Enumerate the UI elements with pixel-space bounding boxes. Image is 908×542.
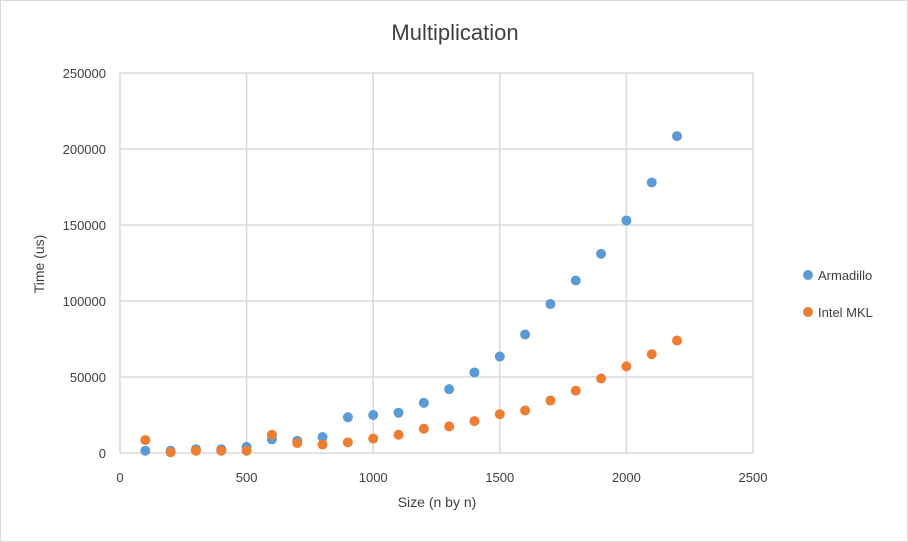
data-point [545, 395, 556, 406]
data-point [368, 410, 379, 420]
legend: Armadillo Intel MKL [803, 268, 873, 320]
data-point [444, 421, 455, 432]
y-tick-label: 250000 [63, 66, 106, 81]
data-point [292, 438, 303, 449]
data-point [469, 367, 480, 378]
y-axis-label: Time (us) [31, 235, 47, 294]
data-point [520, 329, 531, 340]
data-point [545, 299, 556, 310]
data-point [393, 429, 404, 440]
x-tick-label: 500 [236, 470, 258, 485]
y-tick-label: 150000 [63, 218, 106, 233]
data-point [596, 373, 607, 384]
data-point [494, 351, 505, 362]
data-point [241, 445, 252, 456]
y-tick-label: 200000 [63, 142, 106, 157]
y-tick-label: 50000 [70, 370, 106, 385]
data-point [165, 447, 176, 458]
data-point [317, 432, 328, 443]
series-intel-mkl [140, 335, 683, 458]
gridlines [119, 72, 754, 454]
data-point [190, 445, 201, 456]
data-point [393, 407, 404, 418]
data-point [646, 349, 657, 360]
data-point [418, 397, 429, 408]
x-tick-label: 2500 [739, 470, 768, 485]
legend-entry: Intel MKL [818, 305, 873, 320]
legend-entry: Armadillo [818, 268, 872, 283]
data-point [266, 429, 277, 440]
data-point [317, 439, 328, 450]
x-axis-ticks: 0 500 1000 1500 2000 2500 [116, 470, 767, 485]
data-point [646, 177, 657, 188]
data-point [368, 433, 379, 444]
data-point [342, 412, 353, 423]
y-axis-ticks: 0 50000 100000 150000 200000 250000 [63, 66, 106, 461]
x-tick-label: 0 [116, 470, 123, 485]
data-point [140, 445, 151, 456]
chart-title: Multiplication [391, 20, 518, 45]
data-point [494, 409, 505, 420]
data-point [216, 445, 227, 456]
data-point [672, 131, 683, 142]
data-point [672, 335, 683, 346]
series-armadillo [140, 131, 683, 456]
y-tick-label: 100000 [63, 294, 106, 309]
legend-marker [803, 270, 813, 280]
x-axis-label: Size (n by n) [398, 494, 477, 510]
data-point [469, 416, 480, 427]
x-tick-label: 1000 [359, 470, 388, 485]
data-point [621, 215, 632, 226]
data-point [418, 423, 429, 434]
data-points [140, 131, 683, 458]
data-point [621, 361, 632, 372]
data-point [140, 435, 151, 446]
data-point [520, 405, 531, 416]
legend-marker [803, 307, 813, 317]
x-tick-label: 1500 [485, 470, 514, 485]
data-point [342, 437, 353, 448]
data-point [570, 275, 581, 286]
y-tick-label: 0 [99, 446, 106, 461]
data-point [570, 385, 581, 396]
x-tick-label: 2000 [612, 470, 641, 485]
data-point [444, 384, 455, 395]
data-point [596, 248, 607, 259]
